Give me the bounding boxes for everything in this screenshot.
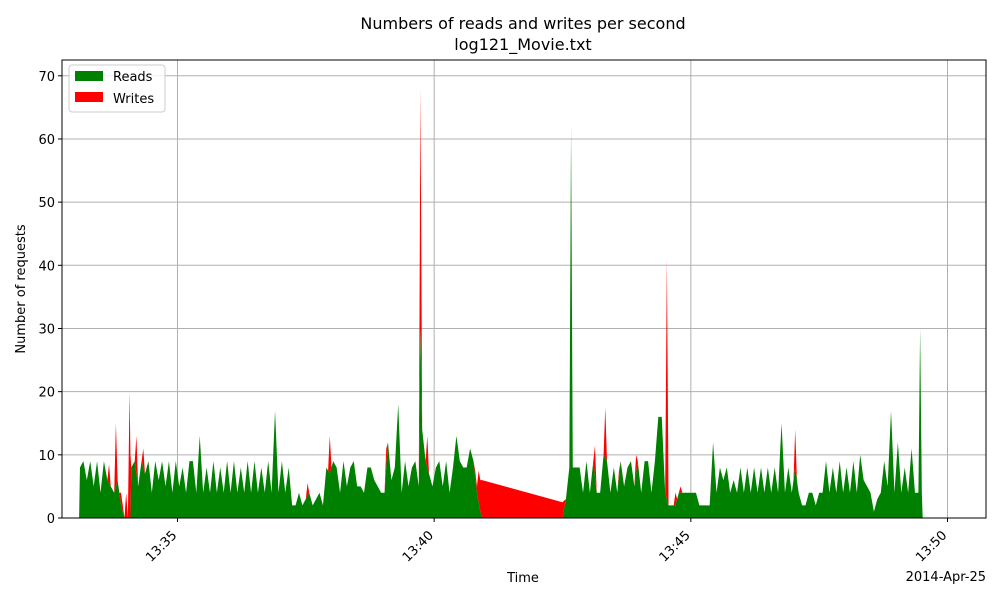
legend-label-writes: Writes <box>113 92 154 107</box>
areas <box>79 88 923 519</box>
y-tick-label: 10 <box>38 449 55 464</box>
y-axis-label: Number of requests <box>14 224 29 353</box>
y-tick-label: 40 <box>38 259 55 274</box>
y-tick-label: 0 <box>47 512 55 527</box>
x-axis-label: Time <box>506 571 539 586</box>
chart-title: Numbers of reads and writes per second <box>360 14 685 33</box>
legend-swatch-reads <box>75 71 103 81</box>
chart-subtitle: log121_Movie.txt <box>454 35 591 55</box>
x-offset-label: 2014-Apr-25 <box>906 570 986 585</box>
legend-swatch-writes <box>75 92 103 102</box>
y-tick-label: 60 <box>38 133 55 148</box>
grid <box>62 60 986 519</box>
y-tick-label: 30 <box>38 322 55 337</box>
legend: Reads Writes <box>68 64 166 113</box>
y-tick-label: 50 <box>38 196 55 211</box>
y-tick-label: 20 <box>38 386 55 401</box>
plot-frame <box>61 59 987 519</box>
legend-label-reads: Reads <box>113 70 153 85</box>
y-tick-label: 70 <box>38 70 55 85</box>
reads-area <box>79 126 923 518</box>
